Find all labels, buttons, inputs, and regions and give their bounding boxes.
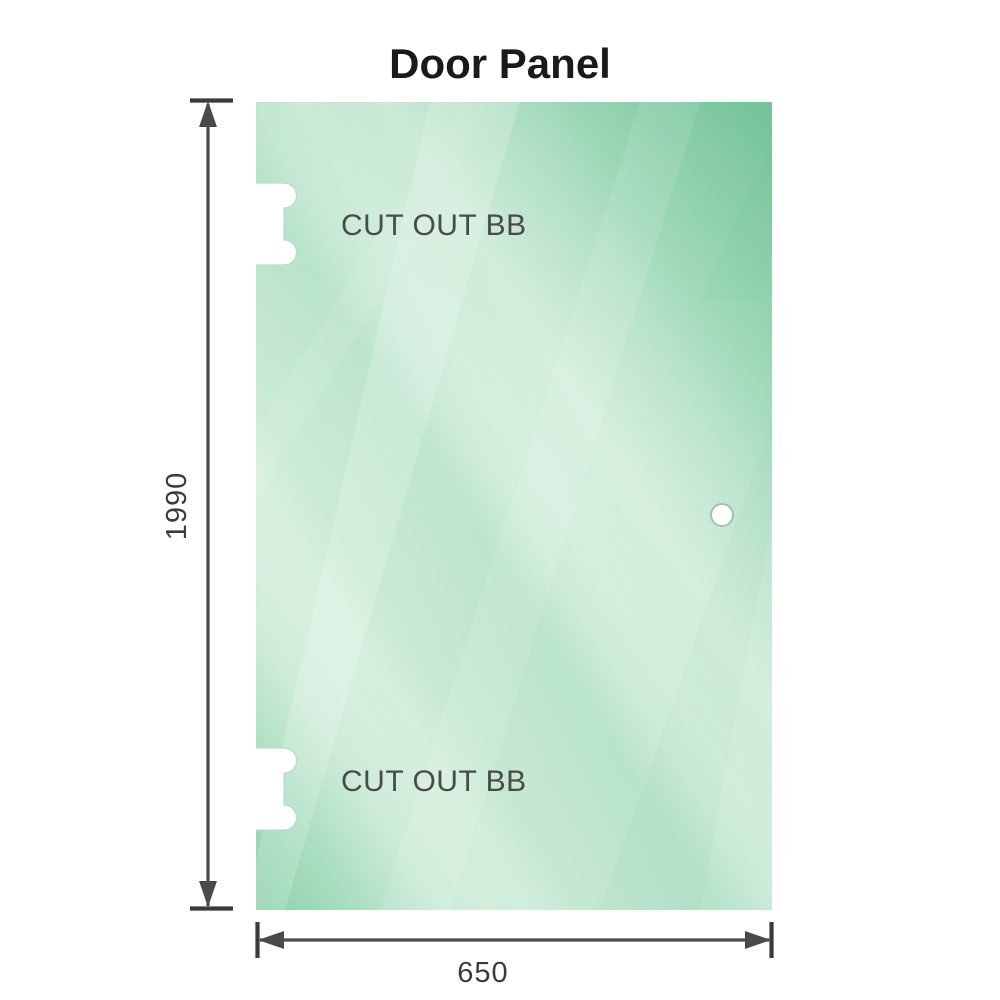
panel-shading-group <box>256 102 772 910</box>
height-dim-label: 1990 <box>161 472 193 541</box>
cutout-bottom <box>256 747 298 831</box>
page-title: Door Panel <box>389 40 611 87</box>
cutout-bottom-outline <box>256 747 298 831</box>
width-dim-label: 650 <box>457 957 508 989</box>
width-dimension: 650 <box>255 922 774 989</box>
cutout-bottom-shape <box>256 748 297 830</box>
handle-hole <box>710 503 734 527</box>
height-dim-arrow-top <box>199 101 217 127</box>
glass-door-panel <box>256 102 772 910</box>
handle-hole-ring <box>710 503 734 527</box>
cutout-top-label: CUT OUT BB <box>341 209 527 242</box>
handle-hole-fill <box>711 504 733 526</box>
height-dimension: 1990 <box>161 98 233 911</box>
panel-vertical-tint <box>256 102 772 910</box>
cutout-top-shape <box>256 183 297 265</box>
width-dim-arrow-left <box>258 931 284 949</box>
cutout-top-outline <box>256 182 298 266</box>
panel-streaks <box>256 102 700 910</box>
cutout-bottom-label: CUT OUT BB <box>341 765 527 798</box>
height-dim-arrow-bottom <box>199 881 217 907</box>
cutout-top <box>256 182 298 266</box>
width-dim-arrow-right <box>745 931 771 949</box>
